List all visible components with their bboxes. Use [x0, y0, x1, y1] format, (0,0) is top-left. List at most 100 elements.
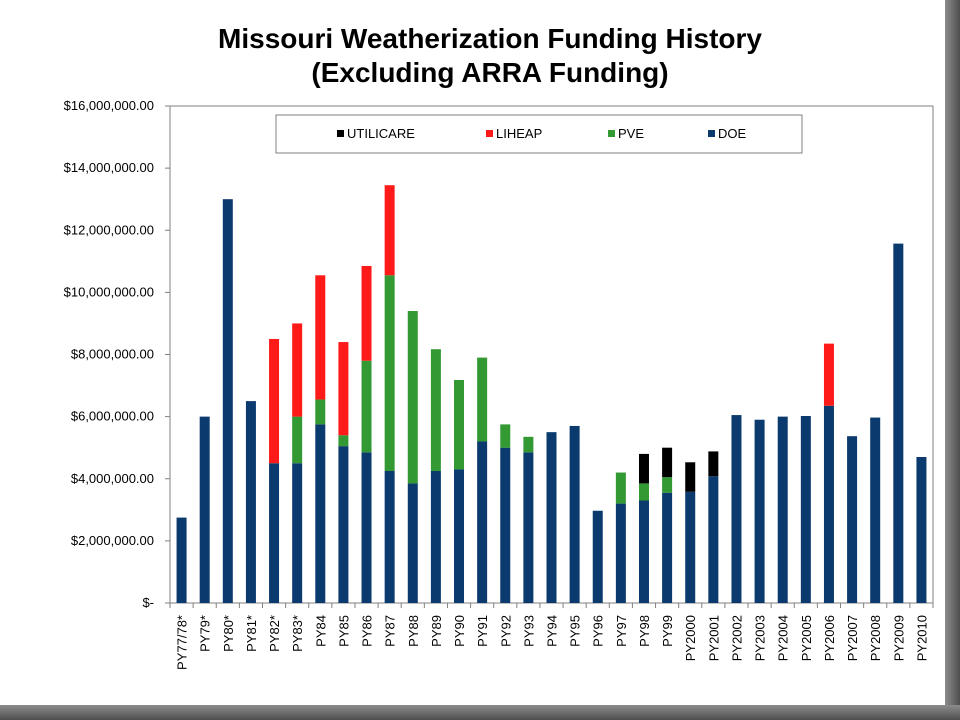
- bar-pve: [292, 416, 303, 464]
- x-category-label: PY79*: [198, 615, 213, 652]
- x-category-label: PY2003: [753, 615, 768, 661]
- bar-doe: [708, 476, 719, 603]
- legend-label-liheap: LIHEAP: [496, 126, 542, 141]
- x-category-label: PY95: [568, 615, 583, 647]
- x-category-label: PY2002: [729, 615, 744, 661]
- legend-swatch-utilicare: [337, 130, 344, 137]
- bar-doe: [269, 463, 280, 603]
- bar-doe: [523, 452, 534, 603]
- x-category-label: PY97: [614, 615, 629, 647]
- bar-pve: [454, 379, 465, 470]
- bar-doe: [638, 500, 649, 603]
- x-category-label: PY90: [452, 615, 467, 647]
- legend-label-utilicare: UTILICARE: [347, 126, 415, 141]
- bar-pve: [500, 424, 511, 448]
- bar-pve: [430, 349, 441, 471]
- bar-doe: [916, 457, 927, 603]
- bar-doe: [245, 401, 256, 603]
- x-category-label: PY85: [336, 615, 351, 647]
- legend-label-pve: PVE: [618, 126, 644, 141]
- bar-doe: [361, 452, 372, 603]
- bar-doe: [615, 503, 626, 603]
- x-category-label: PY98: [637, 615, 652, 647]
- bar-doe: [384, 470, 395, 603]
- legend-swatch-doe: [708, 130, 715, 137]
- chart-title: Missouri Weatherization Funding History …: [160, 22, 820, 90]
- legend-label-doe: DOE: [718, 126, 747, 141]
- bar-utilicare: [685, 462, 696, 492]
- bar-doe: [847, 436, 858, 603]
- x-category-label: PY81*: [244, 615, 259, 652]
- x-category-label: PY88: [406, 615, 421, 647]
- y-tick-label: $12,000,000.00: [64, 222, 154, 237]
- x-category-label: PY96: [591, 615, 606, 647]
- bar-liheap: [361, 265, 372, 361]
- bar-utilicare: [708, 451, 719, 477]
- bar-liheap: [269, 338, 280, 464]
- bar-doe: [569, 425, 580, 603]
- bar-doe: [454, 469, 465, 603]
- legend-swatch-liheap: [486, 130, 493, 137]
- x-category-label: PY82*: [267, 615, 282, 652]
- x-category-label: PY94: [545, 615, 560, 647]
- bar-pve: [338, 435, 349, 447]
- chart-title-line-2: (Excluding ARRA Funding): [311, 57, 669, 88]
- bar-doe: [546, 432, 557, 603]
- frame-bottom-edge: [0, 705, 960, 720]
- bar-pve: [615, 472, 626, 504]
- frame-right-edge: [945, 0, 960, 720]
- bar-pve: [477, 357, 488, 442]
- y-tick-label: $10,000,000.00: [64, 284, 154, 299]
- y-tick-label: $16,000,000.00: [64, 98, 154, 113]
- bar-pve: [638, 483, 649, 501]
- chart-title-line-1: Missouri Weatherization Funding History: [218, 23, 762, 54]
- x-category-label: PY2008: [868, 615, 883, 661]
- x-category-label: PY2000: [683, 615, 698, 661]
- x-category-label: PY83*: [290, 615, 305, 652]
- y-tick-label: $6,000,000.00: [71, 409, 154, 424]
- bar-doe: [754, 419, 765, 603]
- bar-doe: [477, 441, 488, 603]
- bar-doe: [592, 510, 603, 603]
- y-tick-label: $2,000,000.00: [71, 533, 154, 548]
- bar-doe: [777, 416, 788, 603]
- bar-utilicare: [662, 447, 673, 478]
- y-tick-label: $4,000,000.00: [71, 471, 154, 486]
- bar-doe: [199, 416, 210, 603]
- bar-doe: [870, 417, 881, 603]
- bar-doe: [731, 415, 742, 603]
- bar-doe: [662, 492, 673, 603]
- bar-pve: [407, 311, 418, 484]
- bar-doe: [500, 447, 511, 603]
- bar-doe: [800, 416, 811, 603]
- bar-doe: [315, 424, 326, 603]
- y-tick-label: $-: [142, 595, 154, 610]
- x-category-label: PY2005: [799, 615, 814, 661]
- y-tick-label: $8,000,000.00: [71, 347, 154, 362]
- x-category-label: PY92: [498, 615, 513, 647]
- bar-liheap: [315, 275, 326, 400]
- x-category-label: PY2004: [776, 615, 791, 661]
- bar-pve: [523, 436, 534, 453]
- x-category-label: PY87: [383, 615, 398, 647]
- x-category-label: PY2001: [706, 615, 721, 661]
- bar-pve: [662, 477, 673, 493]
- bar-liheap: [823, 343, 834, 406]
- bar-liheap: [292, 323, 303, 417]
- bar-doe: [823, 405, 834, 603]
- bar-doe: [685, 491, 696, 603]
- x-category-label: PY89: [429, 615, 444, 647]
- bar-doe: [407, 483, 418, 603]
- x-category-label: PY86: [360, 615, 375, 647]
- x-category-label: PY2007: [845, 615, 860, 661]
- bar-doe: [338, 446, 349, 603]
- bar-doe: [292, 463, 303, 603]
- x-category-label: PY77/78*: [175, 615, 190, 670]
- bar-doe: [176, 517, 187, 603]
- bar-utilicare: [638, 453, 649, 484]
- x-category-label: PY91: [475, 615, 490, 647]
- x-category-label: PY2010: [914, 615, 929, 661]
- x-category-label: PY2009: [891, 615, 906, 661]
